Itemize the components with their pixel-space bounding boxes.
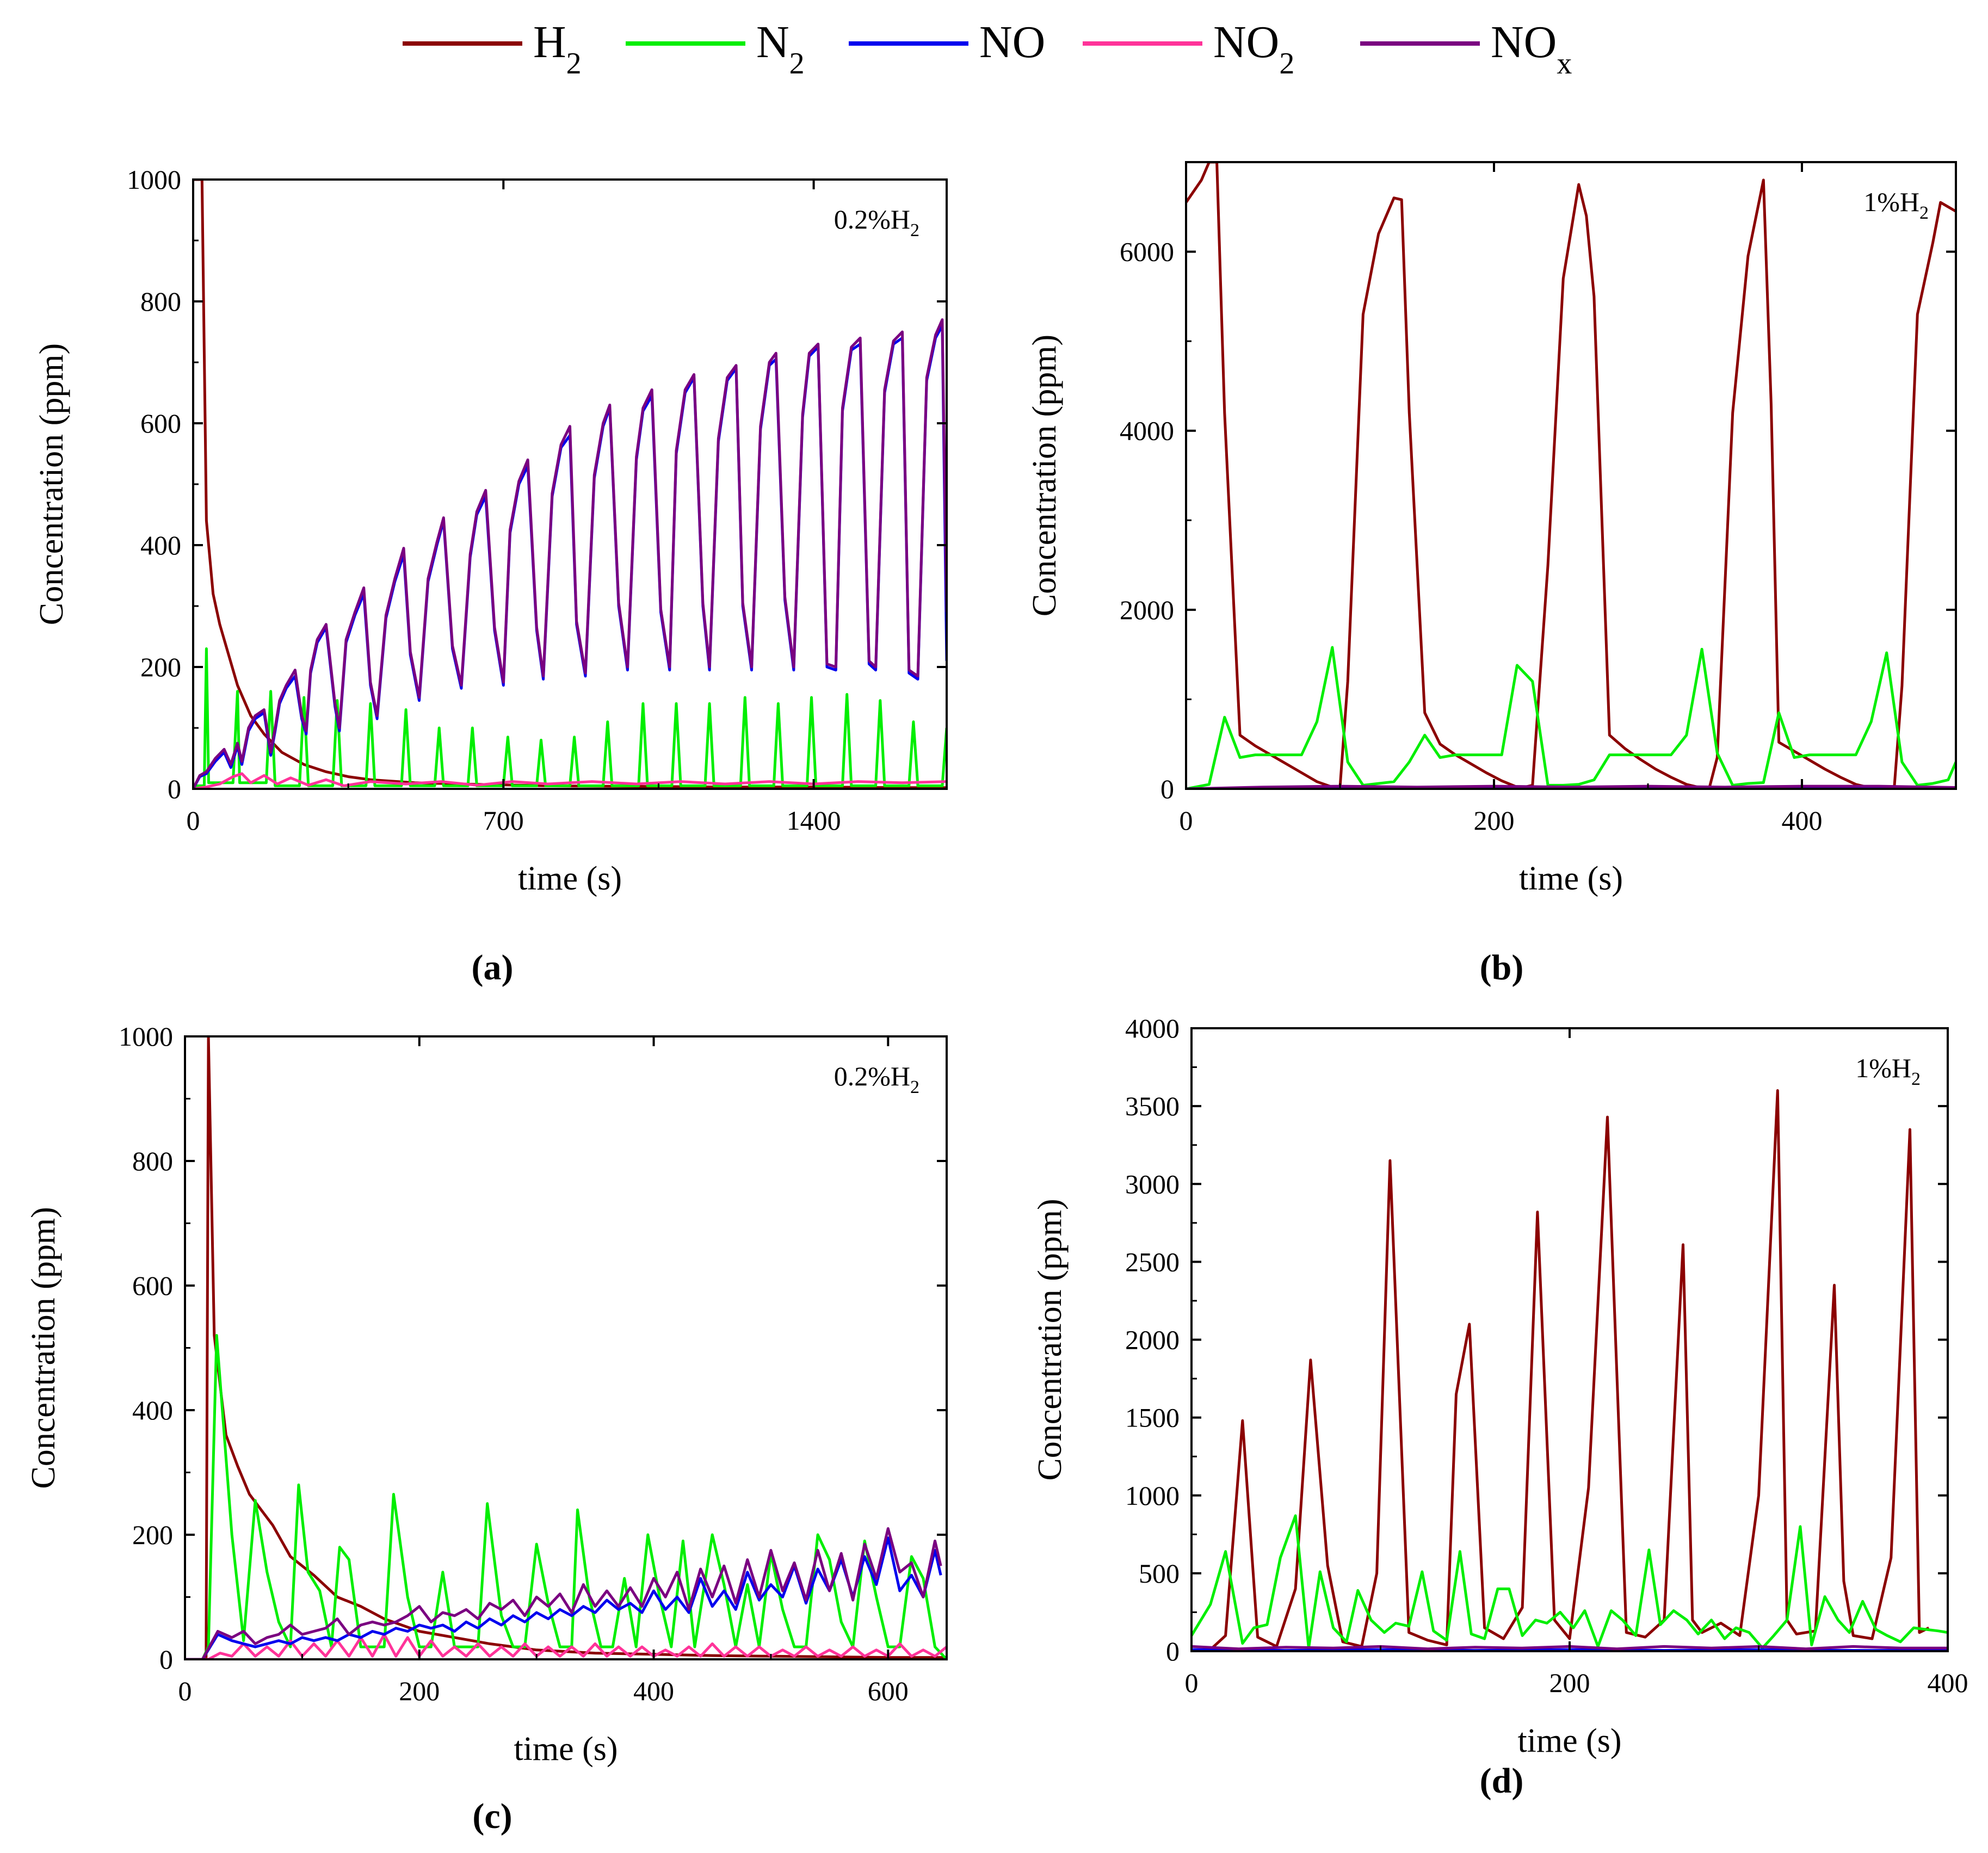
panel-annotation: 1%H2 <box>1863 187 1929 223</box>
chart-panel-c: 0 200 400 600 0 200 400 600 800 1000 time (s) Conce… <box>25 1021 948 1836</box>
panel-caption: (a) <box>472 948 514 987</box>
series-line-no <box>185 1536 942 1659</box>
plot-frame <box>1190 1027 1949 1652</box>
y-tick-label: 1500 <box>1125 1403 1180 1433</box>
x-tick-label: 600 <box>868 1676 909 1706</box>
y-tick-label: 2500 <box>1125 1246 1180 1277</box>
x-tick-label: 400 <box>1782 805 1823 836</box>
series-line-no2 <box>185 1633 947 1659</box>
y-tick-label: 1000 <box>119 1021 173 1052</box>
y-tick-label: 0 <box>1160 774 1174 804</box>
series-group <box>1191 1089 1948 1651</box>
legend-label-1: H2 <box>533 17 582 81</box>
x-axis-label: time (s) <box>518 860 622 897</box>
series-group <box>185 1036 947 1659</box>
x-axis-label: time (s) <box>1519 860 1623 897</box>
legend-label-5: NOx <box>1491 17 1572 81</box>
y-axis-label: Concentration (ppm) <box>1032 1199 1069 1480</box>
series-line-n2 <box>185 1334 947 1659</box>
y-tick-label: 6000 <box>1120 237 1174 267</box>
plot-frame <box>192 178 948 790</box>
y-tick-label: 800 <box>132 1146 173 1176</box>
series-line-nox <box>193 318 947 789</box>
x-tick-label: 700 <box>483 805 524 836</box>
y-tick-label: 0 <box>159 1644 173 1675</box>
y-tick-label: 4000 <box>1125 1013 1180 1043</box>
x-tick-label: 400 <box>1928 1667 1968 1698</box>
x-tick-label: 400 <box>633 1676 674 1706</box>
series-line-nox <box>1186 785 1956 789</box>
y-tick-label: 800 <box>140 286 181 317</box>
chart-panel-d: 0 200 40005001000150020002500300035004000t… <box>1032 1013 1968 1801</box>
x-axis-label: time (s) <box>514 1731 618 1768</box>
series-line-no2 <box>193 772 947 789</box>
x-tick-label: 1400 <box>787 805 841 836</box>
series-line-h2 <box>185 1036 947 1659</box>
y-axis-label: Concentration (ppm) <box>33 343 70 625</box>
y-tick-label: 3500 <box>1125 1091 1180 1121</box>
series-line-nox <box>185 1527 942 1659</box>
y-tick-label: 2000 <box>1120 595 1174 625</box>
panel-caption: (d) <box>1480 1761 1524 1801</box>
x-tick-label: 200 <box>1474 805 1515 836</box>
y-tick-label: 0 <box>1166 1636 1180 1666</box>
y-axis-label: Concentration (ppm) <box>1026 335 1063 616</box>
y-tick-label: 1000 <box>1125 1480 1180 1511</box>
y-tick-label: 400 <box>132 1395 173 1425</box>
legend-label-2: N2 <box>756 17 805 81</box>
y-tick-label: 1000 <box>127 164 181 195</box>
y-tick-label: 0 <box>168 774 181 804</box>
series-group <box>1186 162 1956 789</box>
series-line-h2 <box>1191 1089 1930 1651</box>
panel-annotation: 1%H2 <box>1855 1053 1921 1089</box>
panel-annotation: 0.2%H2 <box>834 204 919 240</box>
y-tick-label: 600 <box>140 408 181 438</box>
panels: 0 700 1400 0 200 400 600 800 1000 time (s) Concent… <box>25 161 1968 1836</box>
y-tick-label: 200 <box>140 652 181 682</box>
y-tick-label: 500 <box>1139 1558 1180 1589</box>
series-group <box>193 180 947 789</box>
y-tick-label: 4000 <box>1120 416 1174 446</box>
x-tick-label: 0 <box>1185 1667 1199 1698</box>
y-tick-label: 600 <box>132 1270 173 1301</box>
plot-frame <box>184 1035 948 1660</box>
x-tick-label: 0 <box>1180 805 1193 836</box>
x-tick-label: 0 <box>187 805 200 836</box>
y-tick-label: 2000 <box>1125 1325 1180 1355</box>
panel-caption: (c) <box>472 1796 512 1836</box>
x-tick-label: 200 <box>1549 1667 1590 1698</box>
y-tick-label: 200 <box>132 1520 173 1550</box>
panel-annotation: 0.2%H2 <box>834 1061 919 1097</box>
x-tick-label: 0 <box>178 1676 192 1706</box>
chart-panel-a: 0 700 1400 0 200 400 600 800 1000 time (s) Concent… <box>33 164 948 987</box>
plot-frame <box>1185 161 1957 790</box>
series-line-n2 <box>1186 646 1956 789</box>
x-tick-label: 200 <box>399 1676 440 1706</box>
x-axis-label: time (s) <box>1517 1722 1621 1759</box>
y-tick-label: 3000 <box>1125 1169 1180 1199</box>
legend: H2 N2 NO NO2 NOx <box>403 17 1572 81</box>
legend-label-3: NO <box>979 17 1045 67</box>
panel-caption: (b) <box>1480 948 1524 987</box>
legend-label-4: NO2 <box>1213 17 1294 81</box>
y-axis-label: Concentration (ppm) <box>25 1207 62 1488</box>
series-line-h2 <box>1186 162 1956 789</box>
series-line-h2 <box>193 180 947 789</box>
series-line-n2 <box>1191 1514 1948 1650</box>
y-tick-label: 400 <box>140 530 181 560</box>
